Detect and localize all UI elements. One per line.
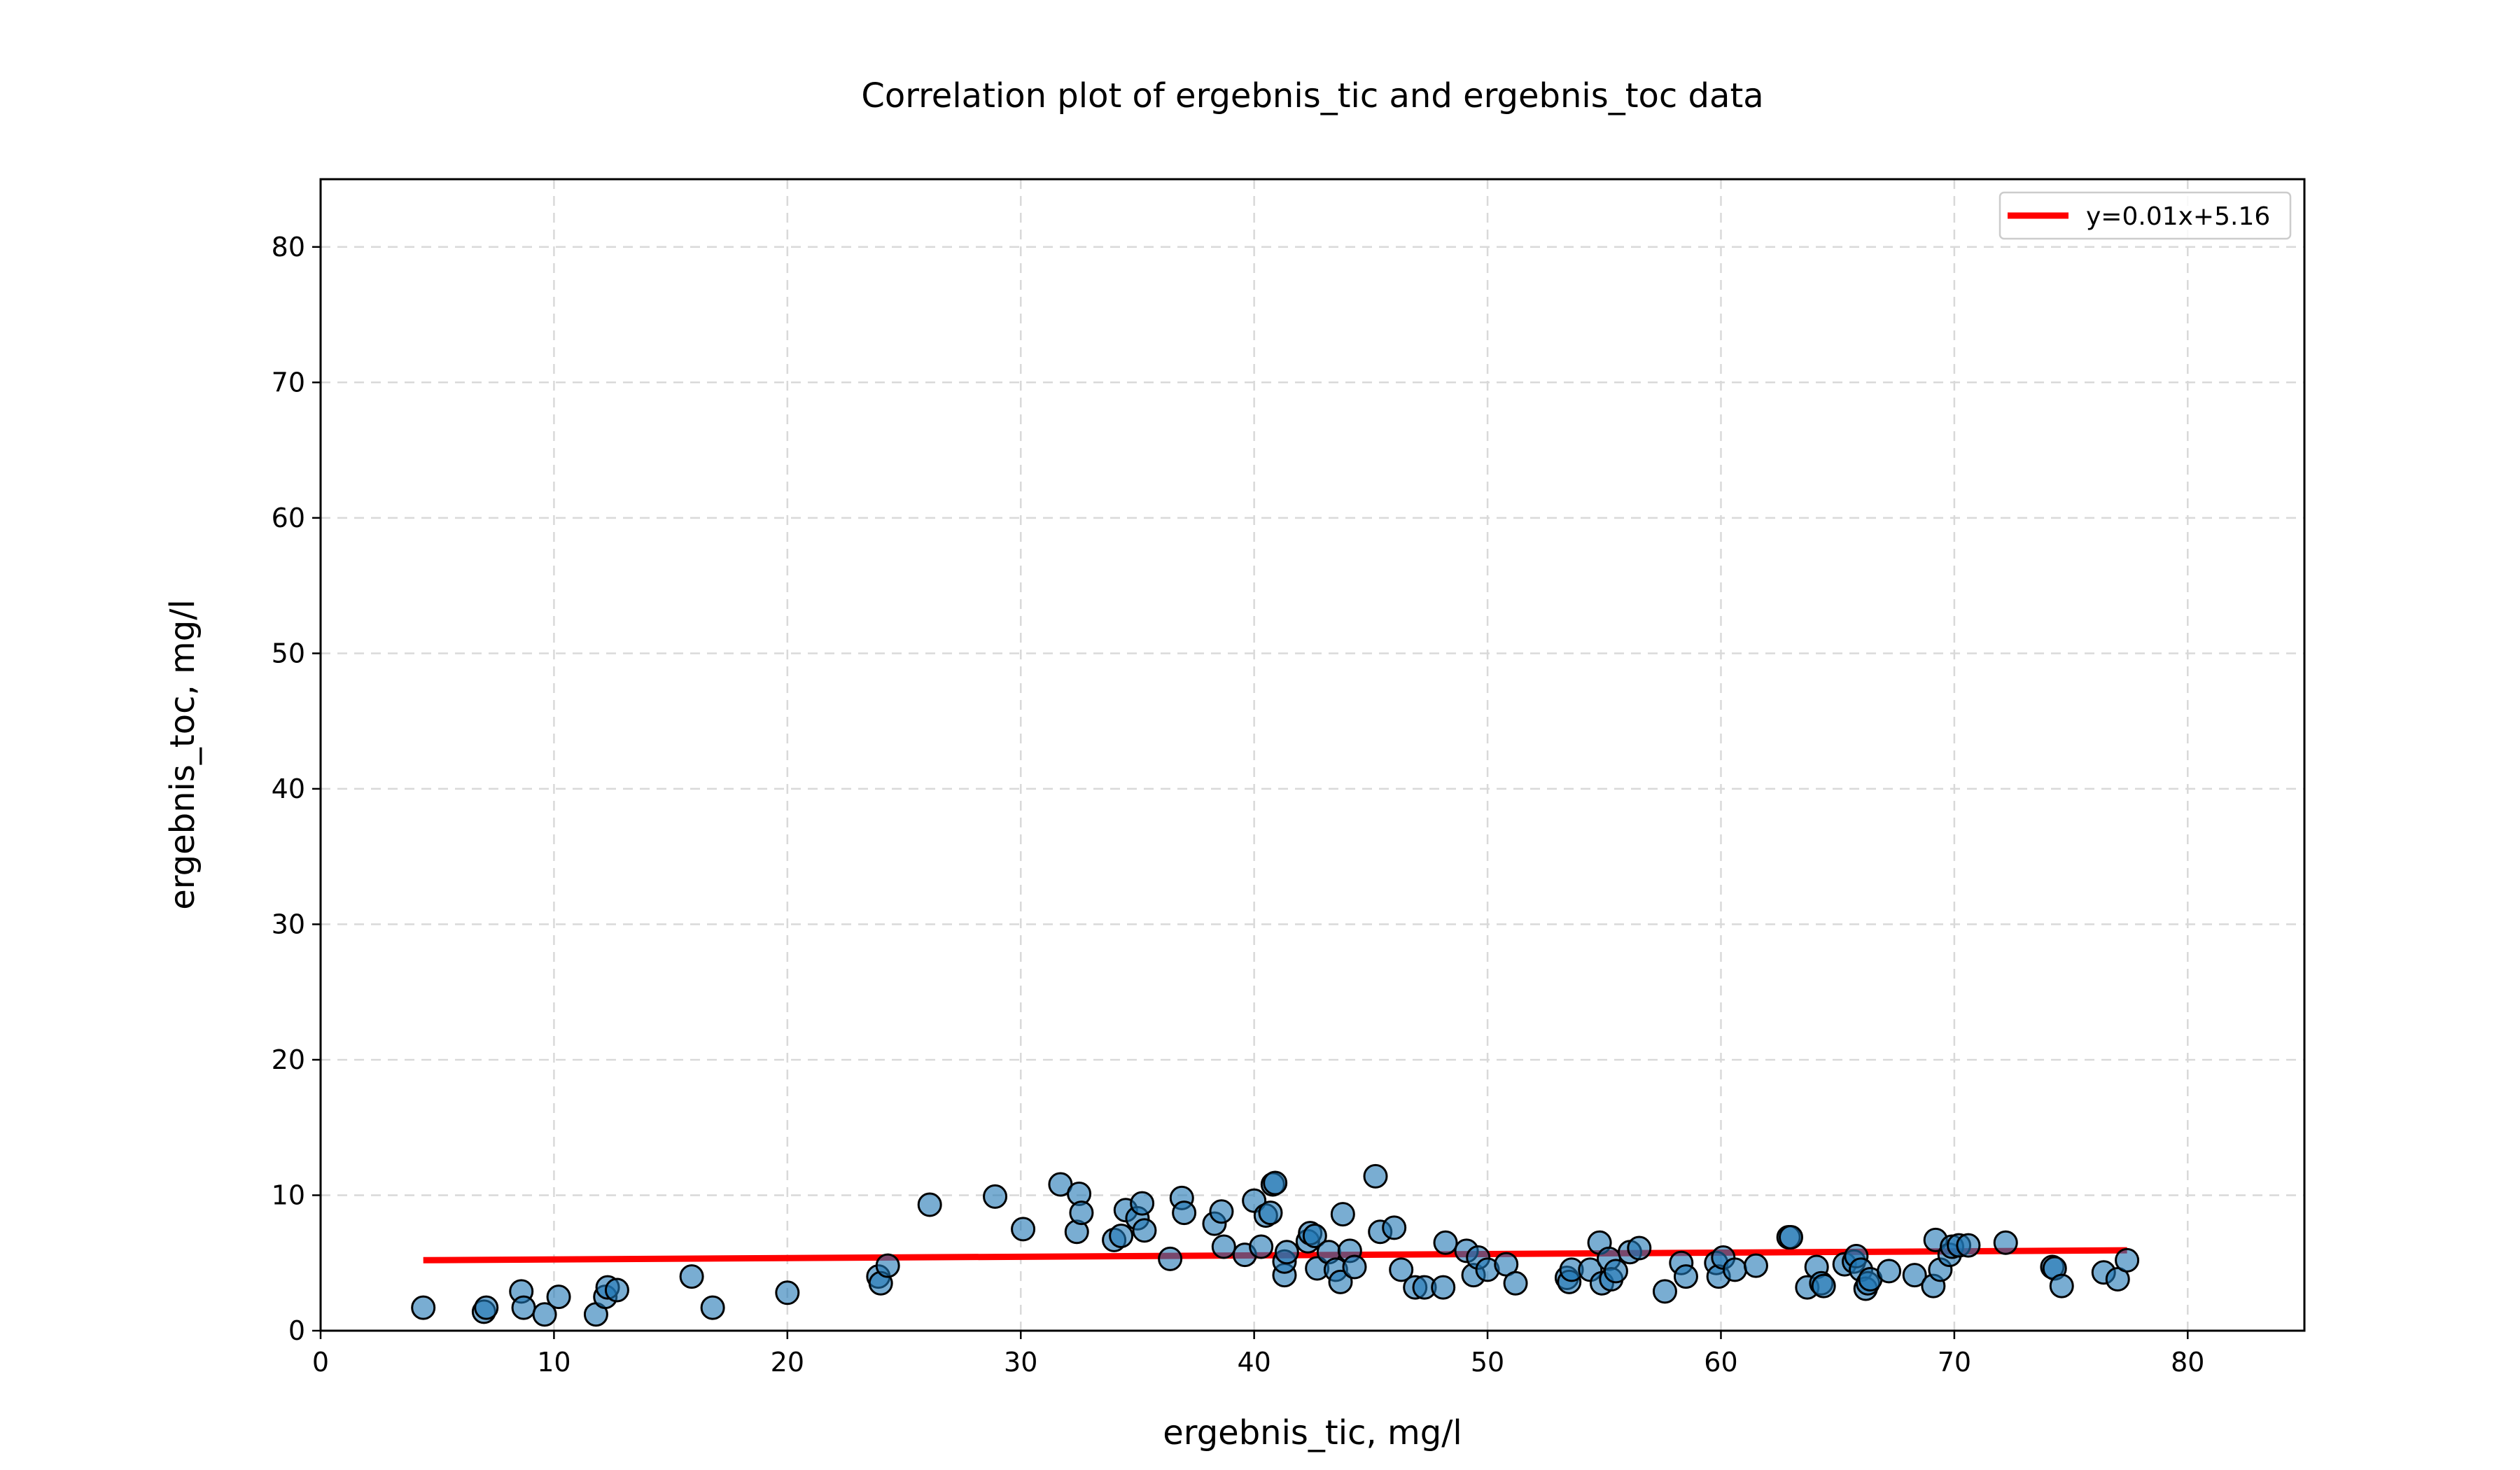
scatter-point [1363, 1163, 1388, 1189]
legend: y=0.01x+5.16 [1998, 191, 2292, 240]
axis-ticks: 0 10 20 30 40 50 60 70 80 0 10 20 30 40 50 60 70 80 [272, 232, 2205, 1378]
scatter-point [1627, 1236, 1652, 1261]
scatter-point [679, 1264, 704, 1289]
y-tick-label: 20 [272, 1044, 305, 1075]
scatter-point [1249, 1234, 1274, 1259]
scatter-point [2049, 1273, 2074, 1298]
plot-frame [319, 178, 2306, 1332]
y-tick-label: 50 [272, 638, 305, 668]
scatter-point [1993, 1230, 2018, 1255]
scatter-point [1109, 1224, 1134, 1249]
legend-box [1998, 191, 2292, 240]
scatter-point [532, 1302, 557, 1327]
scatter-point [1132, 1218, 1157, 1243]
scatter-point [1433, 1230, 1458, 1255]
y-axis-label: ergebnis_toc, mg/l [163, 599, 202, 909]
x-tick-label: 20 [771, 1347, 804, 1378]
scatter-point [1209, 1199, 1234, 1224]
x-tick-label: 0 [312, 1347, 329, 1378]
y-tick-label: 10 [272, 1180, 305, 1210]
scatter-point [1172, 1200, 1197, 1226]
scatter-point [1263, 1170, 1288, 1196]
scatter-point [1158, 1246, 1183, 1271]
scatter-point [1330, 1202, 1355, 1227]
scatter-point [1011, 1217, 1036, 1242]
scatter-point [1811, 1273, 1836, 1298]
scatter-point [1778, 1224, 1803, 1250]
scatter-point [1211, 1234, 1236, 1259]
scatter-point [1069, 1200, 1094, 1226]
scatter-point [474, 1295, 499, 1320]
scatter-point [1503, 1270, 1528, 1296]
scatter-point [1389, 1257, 1414, 1282]
scatter-point [2115, 1247, 2140, 1273]
x-tick-label: 40 [1237, 1347, 1270, 1378]
chart-title: Correlation plot of ergebnis_tic and erg… [861, 76, 1763, 115]
scatter-point [411, 1295, 436, 1320]
scatter-point [1130, 1191, 1155, 1216]
scatter-point [1902, 1263, 1927, 1288]
scatter-point [1382, 1215, 1407, 1240]
x-tick-label: 70 [1938, 1347, 1971, 1378]
x-tick-label: 80 [2171, 1347, 2204, 1378]
scatter-point [1673, 1264, 1698, 1289]
scatter-point [1258, 1200, 1283, 1226]
x-tick-label: 60 [1704, 1347, 1737, 1378]
scatter-point [1328, 1269, 1353, 1294]
y-tick-label: 30 [272, 909, 305, 939]
data-points [411, 1163, 2140, 1327]
scatter-point [546, 1284, 571, 1310]
scatter-point [1302, 1224, 1327, 1249]
scatter-point [1431, 1275, 1456, 1300]
scatter-point [917, 1192, 942, 1217]
y-tick-label: 60 [272, 503, 305, 533]
scatter-point [875, 1253, 900, 1278]
y-tick-label: 80 [272, 232, 305, 262]
scatter-point [1342, 1254, 1367, 1280]
legend-entry-fit: y=0.01x+5.16 [2086, 202, 2270, 231]
x-tick-label: 10 [537, 1347, 570, 1378]
y-tick-label: 0 [288, 1315, 305, 1346]
scatter-point [1877, 1259, 1902, 1284]
scatter-point [1603, 1259, 1628, 1284]
scatter-point [1652, 1279, 1677, 1304]
x-tick-label: 50 [1471, 1347, 1504, 1378]
scatter-point [1722, 1257, 1747, 1282]
scatter-point [700, 1295, 725, 1320]
scatter-point [983, 1184, 1008, 1209]
grid [321, 179, 2304, 1331]
x-axis-label: ergebnis_tic, mg/l [1163, 1413, 1462, 1452]
scatter-point [604, 1278, 629, 1303]
y-tick-label: 40 [272, 774, 305, 804]
scatter-point [511, 1295, 536, 1320]
scatter-point [775, 1280, 800, 1306]
scatter-point [1956, 1233, 1981, 1258]
scatter-point [1274, 1240, 1299, 1265]
scatter-point [1743, 1253, 1768, 1278]
x-tick-label: 30 [1004, 1347, 1037, 1378]
y-tick-label: 70 [272, 367, 305, 398]
